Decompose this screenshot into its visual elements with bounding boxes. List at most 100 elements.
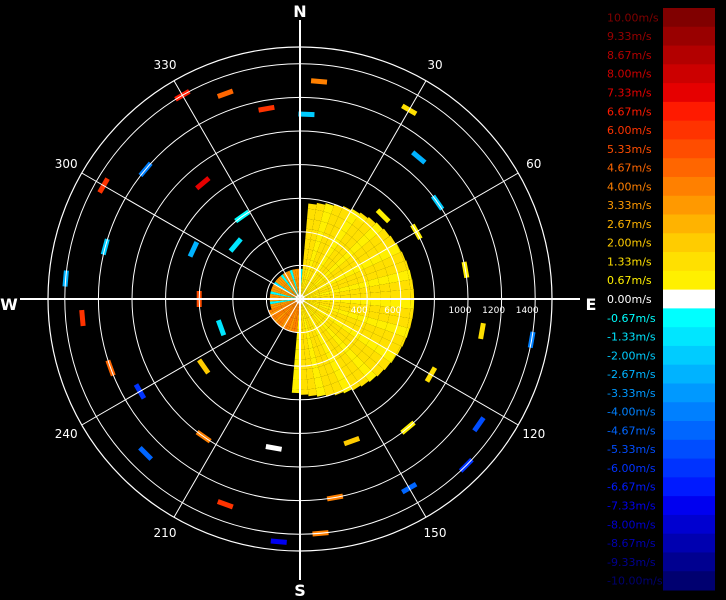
colorbar-swatch bbox=[663, 514, 715, 535]
echo-cell bbox=[330, 237, 341, 250]
echo-cell bbox=[327, 372, 339, 385]
echo-cell bbox=[317, 307, 328, 315]
echo-cell bbox=[307, 208, 316, 220]
echo-cell bbox=[284, 271, 292, 282]
echo-cell bbox=[330, 348, 341, 361]
echo-cell bbox=[399, 307, 411, 319]
echo-cell bbox=[300, 291, 308, 299]
echo-cell bbox=[292, 291, 300, 299]
colorbar-swatch bbox=[663, 233, 715, 253]
echo-cell bbox=[307, 286, 317, 294]
echo-cell bbox=[335, 356, 347, 369]
echo-cell bbox=[308, 271, 316, 282]
echo-cell bbox=[300, 349, 306, 360]
echo-gate bbox=[228, 237, 243, 253]
echo-cell bbox=[305, 317, 311, 329]
colorbar-label: -5.33m/s bbox=[607, 443, 656, 456]
echo-gate bbox=[79, 309, 86, 327]
echo-cell bbox=[275, 279, 285, 288]
echo-cell bbox=[349, 241, 362, 254]
echo-cell bbox=[409, 308, 414, 319]
echo-cell bbox=[306, 270, 313, 281]
echo-cell bbox=[379, 283, 391, 292]
echo-cell bbox=[340, 232, 352, 245]
echo-cell bbox=[309, 299, 321, 303]
echo-cell bbox=[323, 257, 333, 269]
echo-cell bbox=[301, 318, 306, 330]
echo-cell bbox=[314, 209, 324, 222]
echo-cell bbox=[361, 258, 374, 270]
echo-cell bbox=[305, 269, 311, 281]
echo-cell bbox=[306, 317, 313, 328]
colorbar-label: -1.33m/s bbox=[607, 331, 656, 344]
colorbar-swatch bbox=[663, 458, 715, 478]
echo-cell bbox=[337, 309, 349, 317]
colorbar-label: 7.33m/s bbox=[607, 86, 652, 99]
echo-cell bbox=[318, 365, 328, 377]
echo-cell bbox=[292, 269, 297, 280]
echo-cell bbox=[389, 306, 401, 317]
echo-cell bbox=[354, 319, 367, 329]
echo-cell bbox=[319, 302, 330, 307]
range-label: 400 bbox=[351, 306, 368, 316]
echo-cell bbox=[295, 339, 300, 350]
echo-cell bbox=[391, 252, 405, 265]
echo-cell bbox=[306, 368, 315, 380]
echo-cell bbox=[300, 379, 308, 390]
echo-cell bbox=[310, 250, 318, 262]
echo-cell bbox=[305, 259, 311, 270]
colorbar-label: -4.67m/s bbox=[607, 424, 656, 437]
echo-cell bbox=[292, 299, 300, 307]
echo-cell bbox=[300, 308, 304, 320]
echo-cell bbox=[324, 275, 335, 284]
echo-cell bbox=[318, 221, 328, 233]
echo-cell bbox=[300, 299, 308, 307]
colorbar-swatch bbox=[663, 477, 715, 497]
echo-cell bbox=[340, 294, 351, 299]
colorbar-label: 9.33m/s bbox=[607, 30, 652, 43]
echo-cell bbox=[310, 261, 318, 272]
echo-cell bbox=[370, 299, 381, 307]
echo-cell bbox=[301, 268, 306, 280]
echo-cell bbox=[352, 263, 364, 274]
echo-cell bbox=[292, 299, 300, 307]
echo-cell bbox=[337, 281, 349, 289]
echo-cell bbox=[317, 322, 326, 333]
echo-cell bbox=[303, 280, 309, 290]
echo-cell bbox=[328, 285, 339, 292]
echo-cell bbox=[400, 251, 406, 262]
echo-cell bbox=[343, 268, 355, 278]
echo-cell bbox=[307, 284, 316, 293]
echo-gate bbox=[472, 416, 486, 433]
echo-cell bbox=[349, 288, 361, 295]
echo-cell bbox=[315, 264, 324, 275]
velocity-colorbar: 10.00m/s 9.33m/s 8.67m/s 8.00m/s 7.33m/s 6.67… bbox=[607, 8, 715, 591]
echo-cell bbox=[319, 300, 331, 305]
echo-cell bbox=[283, 304, 293, 312]
colorbar-label: -8.67m/s bbox=[607, 537, 656, 550]
colorbar-label: 1.33m/s bbox=[607, 255, 652, 268]
echo-gate bbox=[343, 435, 361, 447]
echo-cell bbox=[345, 237, 358, 250]
echo-cell bbox=[307, 304, 317, 312]
echo-cell bbox=[314, 376, 324, 389]
echo-cell bbox=[351, 356, 365, 369]
echo-cell bbox=[308, 316, 316, 327]
echo-cell bbox=[311, 314, 320, 324]
echo-cell bbox=[397, 316, 410, 328]
bearing-label: 60 bbox=[526, 157, 541, 171]
colorbar-label: 8.67m/s bbox=[607, 49, 652, 62]
echo-cell bbox=[373, 260, 386, 272]
echo-cell bbox=[339, 290, 351, 296]
spoke-line bbox=[299, 298, 427, 518]
echo-cell bbox=[368, 278, 380, 287]
echo-cell bbox=[335, 229, 347, 242]
echo-cell bbox=[321, 270, 331, 280]
echo-cell bbox=[317, 242, 326, 254]
colorbar-label: 8.00m/s bbox=[607, 68, 652, 81]
colorbar-swatch bbox=[663, 64, 715, 84]
echo-cell bbox=[307, 388, 317, 397]
echo-cell bbox=[300, 389, 309, 395]
echo-cell bbox=[350, 299, 361, 305]
